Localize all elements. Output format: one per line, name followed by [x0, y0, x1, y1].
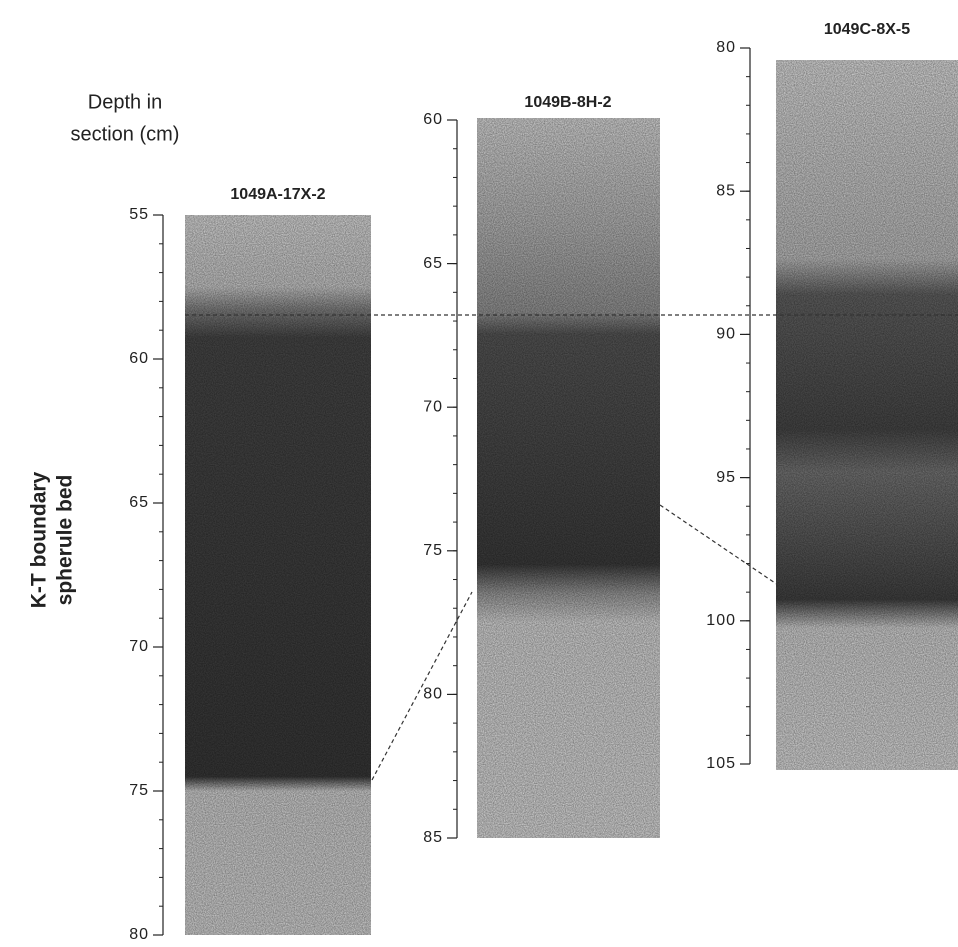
tick-label: 70 — [129, 638, 149, 655]
tick-label: 100 — [706, 612, 736, 629]
tick-label: 65 — [423, 255, 443, 272]
core-texture — [477, 118, 660, 838]
tick-label: 60 — [129, 350, 149, 367]
bed-label: spherule bed — [54, 475, 77, 606]
depth-label: Depth in — [88, 91, 163, 113]
core-photo — [477, 118, 660, 838]
tick-label: 70 — [423, 398, 443, 415]
core-photo — [185, 215, 371, 935]
core-photo — [776, 60, 958, 770]
tick-label: 55 — [129, 206, 149, 223]
tick-label: 80 — [129, 926, 149, 943]
tick-label: 60 — [423, 111, 443, 128]
tick-label: 95 — [716, 469, 736, 486]
core-texture — [776, 60, 958, 770]
tick-label: 65 — [129, 494, 149, 511]
correlation-line — [660, 505, 778, 585]
tick-label: 80 — [423, 686, 443, 703]
core-title: 1049A-17X-2 — [230, 186, 325, 203]
tick-label: 85 — [423, 829, 443, 846]
tick-label: 80 — [716, 39, 736, 56]
tick-label: 85 — [716, 182, 736, 199]
core-title: 1049C-8X-5 — [824, 21, 910, 38]
core-title: 1049B-8H-2 — [524, 94, 611, 111]
bed-label: K-T boundary — [28, 471, 51, 608]
tick-label: 105 — [706, 755, 736, 772]
depth-label: section (cm) — [71, 123, 180, 145]
tick-label: 75 — [129, 782, 149, 799]
figure: Depth in section (cm) K-T boundary spher… — [0, 0, 958, 947]
tick-label: 75 — [423, 542, 443, 559]
tick-label: 90 — [716, 326, 736, 343]
core-texture — [185, 215, 371, 935]
